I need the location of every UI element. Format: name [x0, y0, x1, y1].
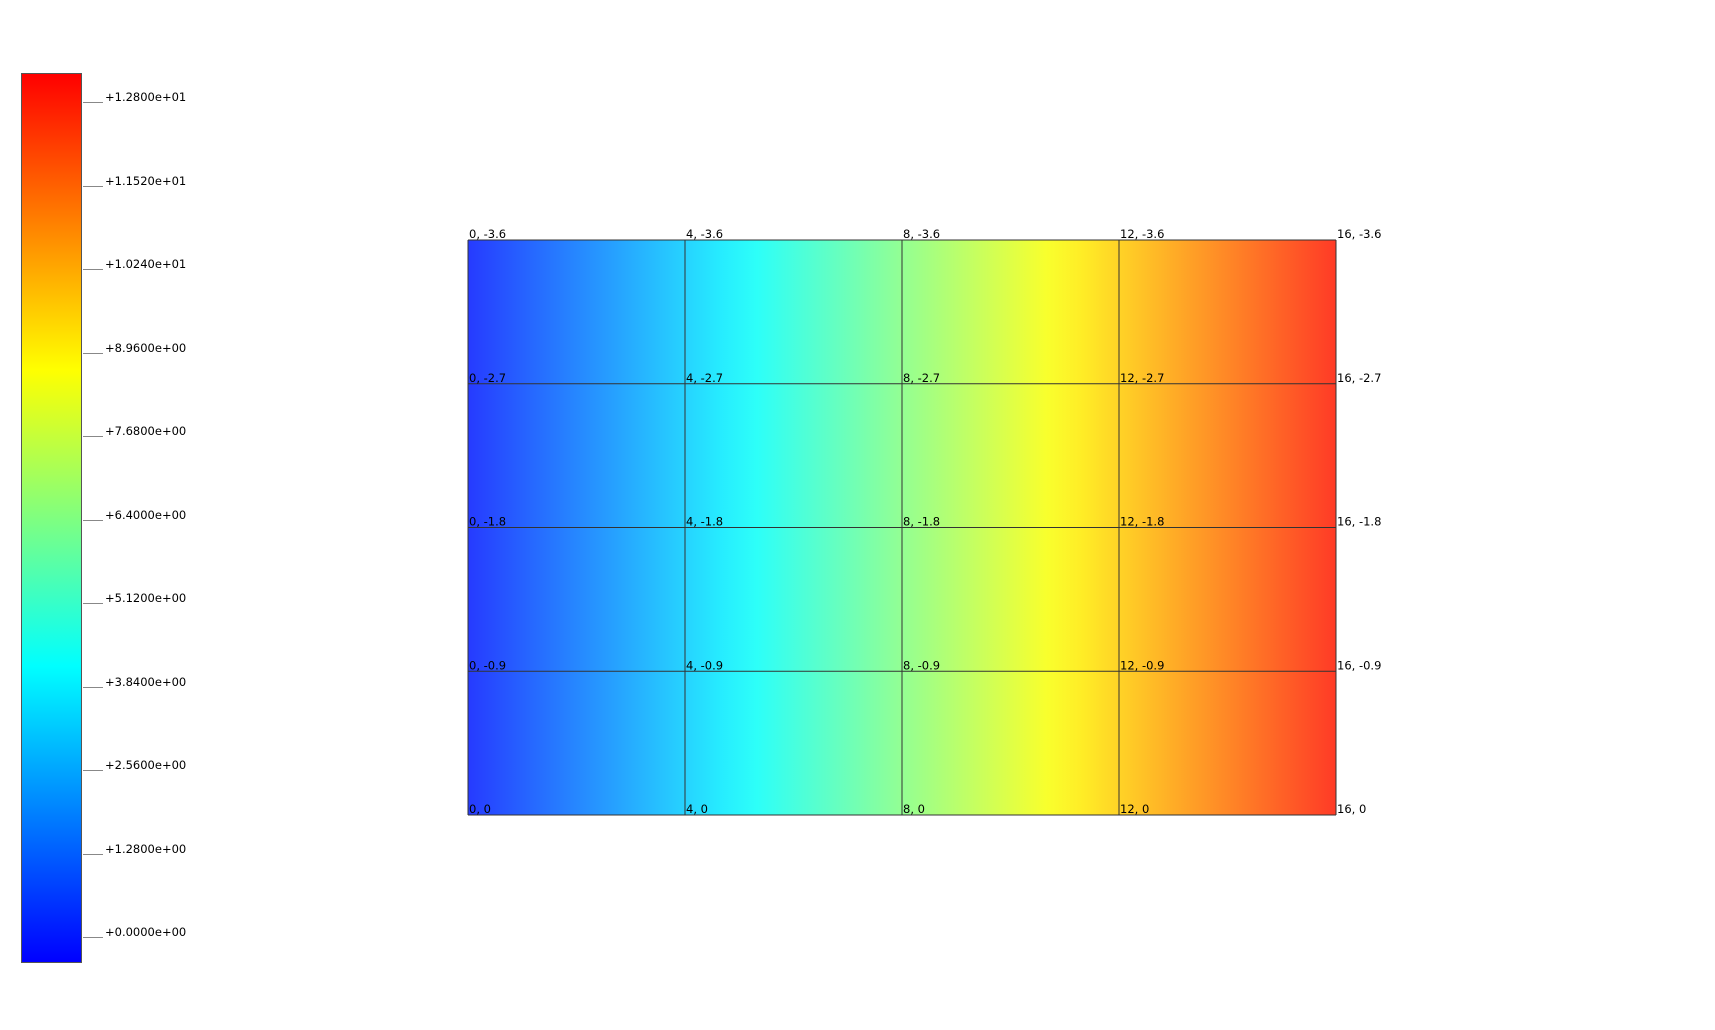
colorbar-tick-label: +1.0240e+01: [105, 257, 187, 271]
colorbar-tick: [83, 102, 103, 103]
colorbar-tick: [83, 853, 103, 855]
node-label: 16, -1.8: [1337, 515, 1381, 529]
node-label: 12, -1.8: [1120, 515, 1164, 529]
node-label: 0, -3.6: [469, 227, 506, 241]
colorbar-tick-label: +5.1200e+00: [105, 591, 187, 605]
colorbar-tick-label: +7.6800e+00: [105, 424, 187, 438]
colorbar-tick: [83, 603, 103, 604]
colorbar-tick: [83, 352, 103, 354]
colorbar-tick: [83, 436, 103, 437]
node-label: 12, -0.9: [1120, 658, 1164, 672]
node-label: 12, 0: [1120, 802, 1149, 816]
colorbar-tick: [83, 686, 103, 688]
node-label: 4, -0.9: [686, 658, 723, 672]
node-label: 16, 0: [1337, 802, 1366, 816]
node-label: 8, 0: [903, 802, 925, 816]
colorbar-tick-label: +1.1520e+01: [105, 173, 187, 188]
colorbar-tick: [83, 937, 103, 938]
colorbar-tick: [83, 269, 103, 270]
node-label: 4, -3.6: [686, 227, 723, 241]
node-label: 0, 0: [469, 802, 491, 816]
node-label: 0, -0.9: [469, 658, 506, 672]
colorbar: [21, 73, 82, 963]
mesh-grid: [467, 239, 1337, 816]
colorbar-tick-label: +1.2800e+00: [105, 841, 187, 856]
colorbar-tick-label: +6.4000e+00: [105, 507, 187, 522]
colorbar-tick-label: +2.5600e+00: [105, 758, 187, 772]
node-label: 4, -2.7: [686, 371, 723, 385]
node-label: 8, -3.6: [903, 227, 940, 241]
colorbar-tick: [83, 185, 103, 187]
node-label: 4, 0: [686, 802, 708, 816]
node-label: 16, -0.9: [1337, 658, 1381, 672]
node-label: 8, -1.8: [903, 515, 940, 529]
node-label: 12, -2.7: [1120, 371, 1164, 385]
node-label: 4, -1.8: [686, 515, 723, 529]
node-label: 0, -2.7: [469, 371, 506, 385]
colorbar-tick-label: +3.8400e+00: [105, 674, 187, 689]
node-label: 8, -0.9: [903, 658, 940, 672]
colorbar-tick: [83, 770, 103, 771]
node-label: 12, -3.6: [1120, 227, 1164, 241]
colorbar-tick-label: +0.0000e+00: [105, 925, 187, 939]
colorbar-tick-label: +1.2800e+01: [105, 90, 187, 104]
colorbar-labels: +1.2800e+01 +1.1520e+01 +1.0240e+01 +8.9600…: [0, 0, 260, 1030]
node-label: 16, -2.7: [1337, 371, 1381, 385]
colorbar-tick-label: +8.9600e+00: [105, 340, 187, 355]
node-label: 0, -1.8: [469, 515, 506, 529]
node-label: 8, -2.7: [903, 371, 940, 385]
node-label: 16, -3.6: [1337, 227, 1381, 241]
node-labels: 0, -3.6 4, -3.6 8, -3.6 12, -3.6 16, -3.6 0, …: [469, 227, 1381, 816]
colorbar-tick: [83, 519, 103, 521]
